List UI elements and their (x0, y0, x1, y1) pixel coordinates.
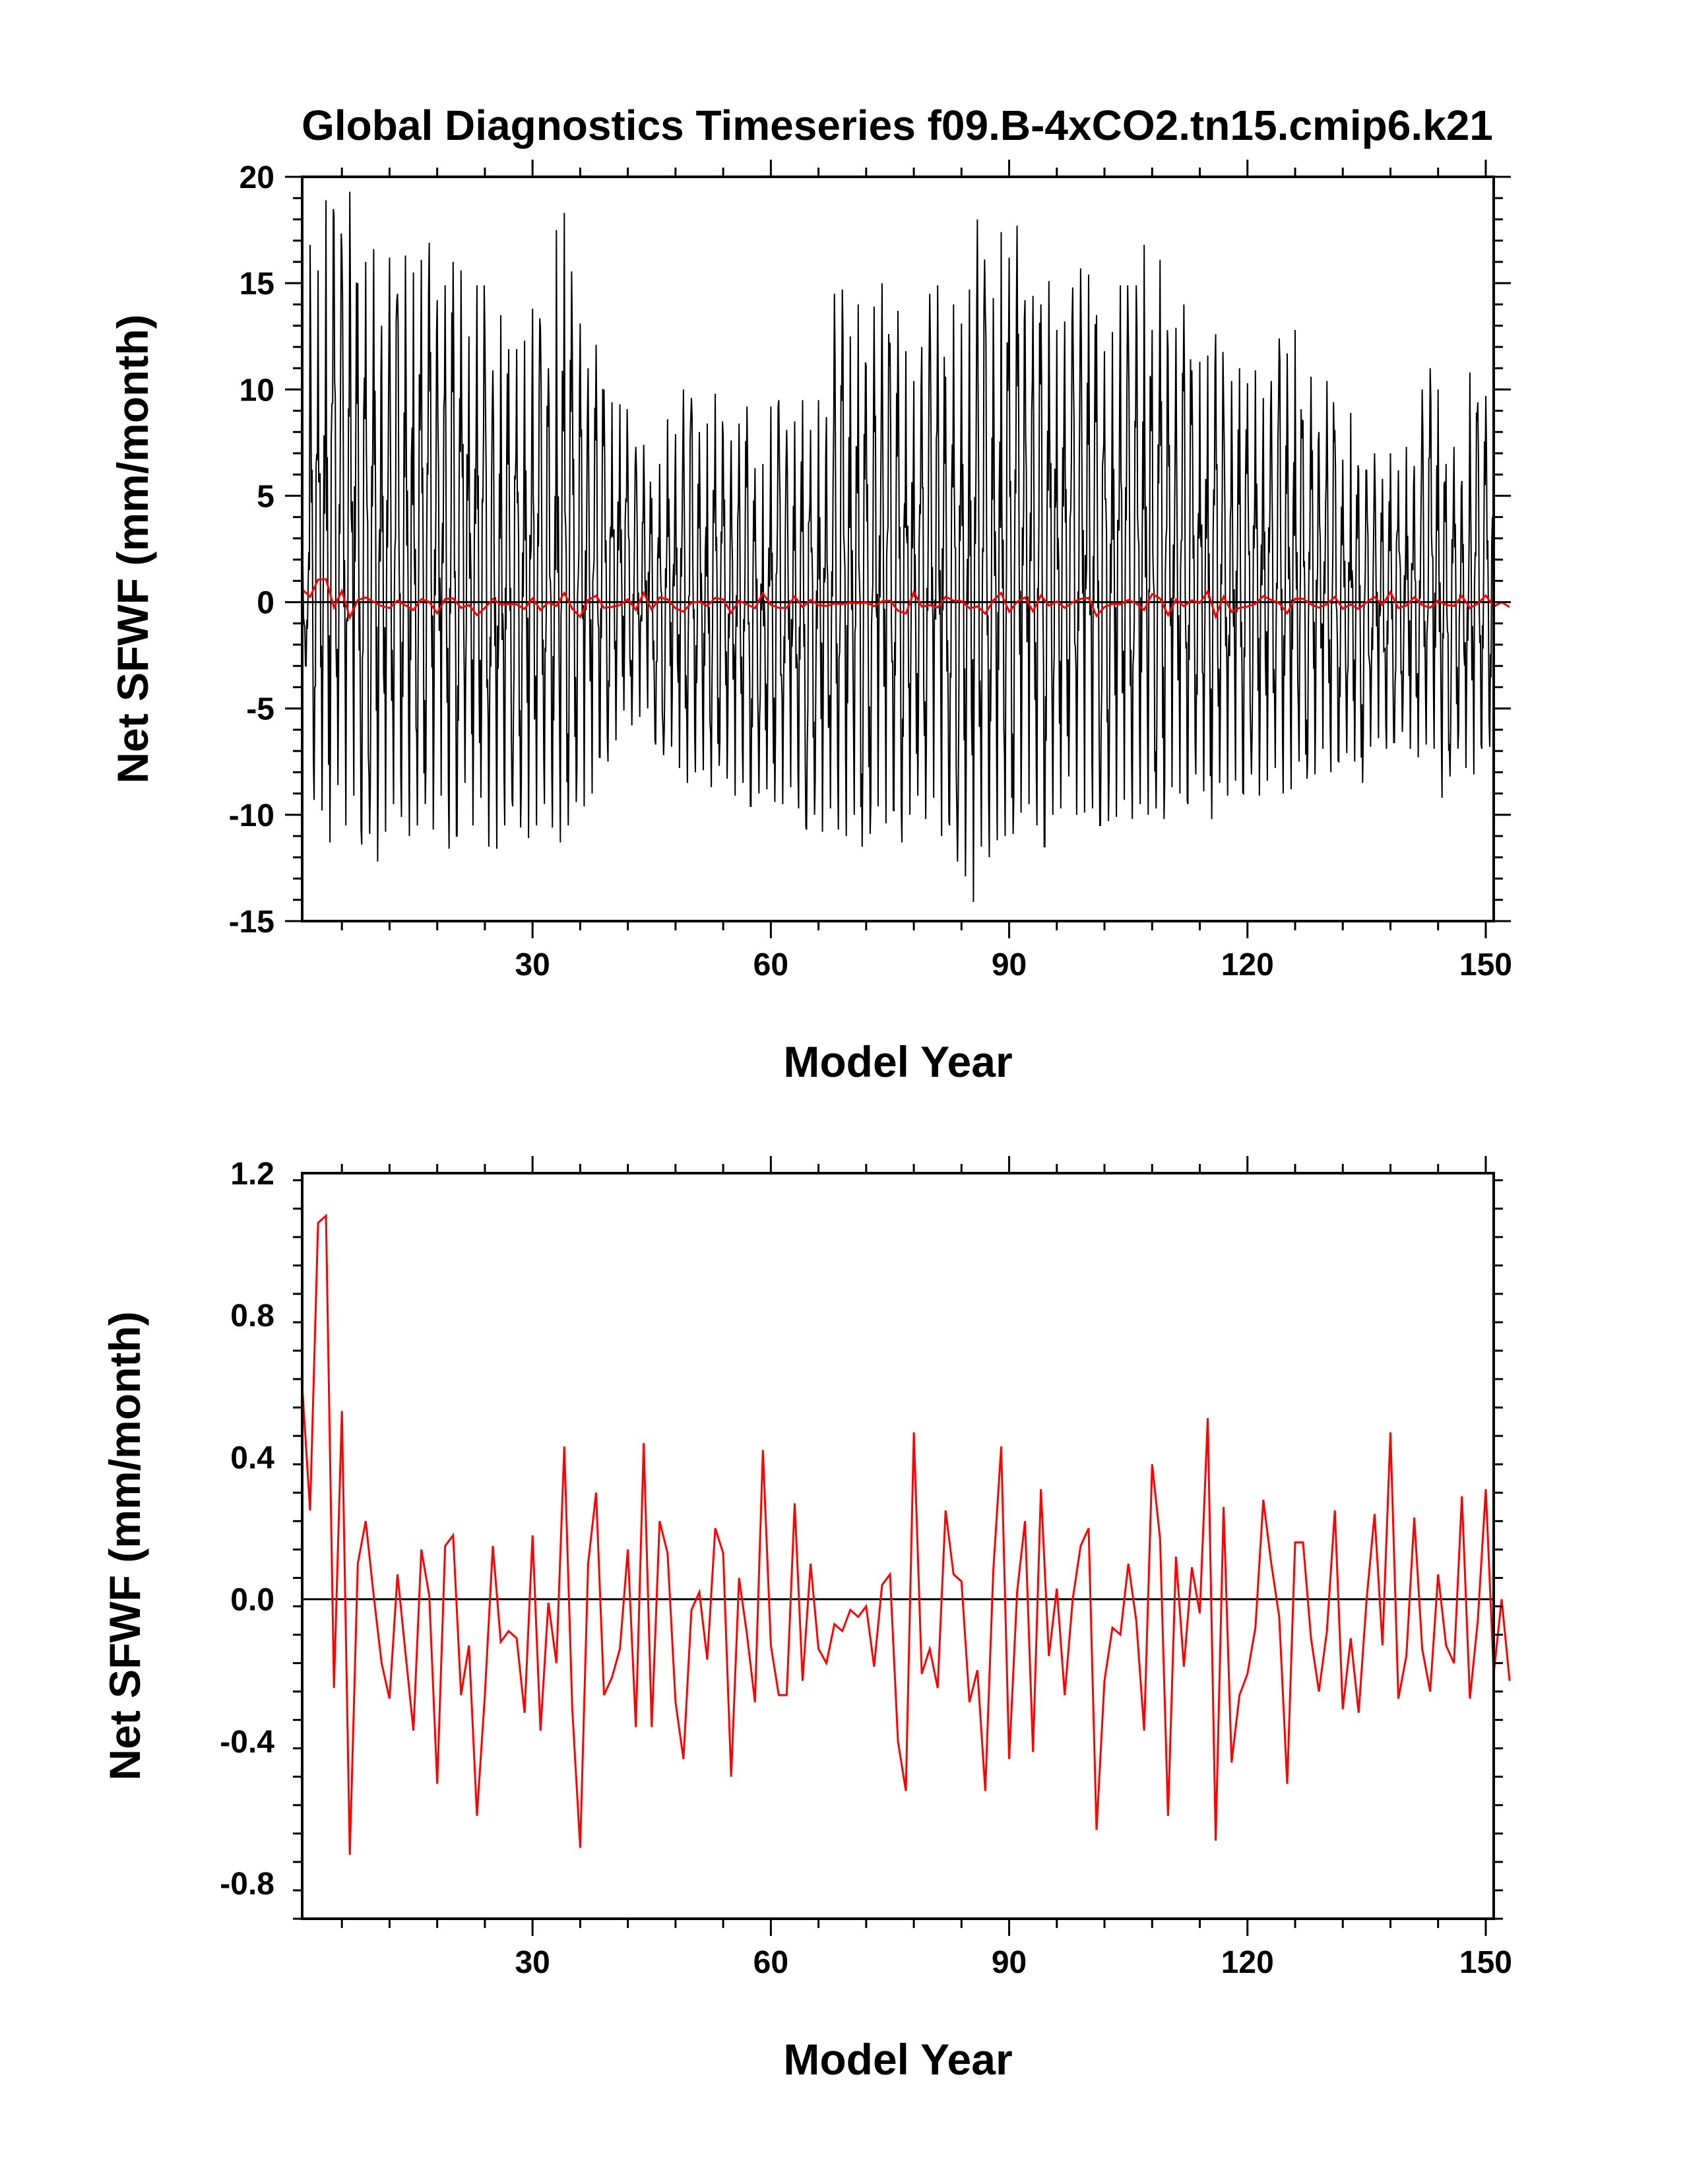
top-y-tick-label: 20 (239, 160, 274, 195)
bottom-x-tick-label: 150 (1459, 1945, 1512, 1980)
bottom-plot-frame (301, 1172, 1495, 1920)
top-x-tick-label: 90 (992, 947, 1027, 982)
bottom-x-axis-label: Model Year (783, 2035, 1012, 2084)
bottom-annual-mean-series (301, 1213, 1511, 1855)
top-y-tick-label: 5 (257, 479, 274, 514)
top-y-tick-label: 15 (239, 267, 274, 302)
top-y-tick-label: 10 (239, 373, 274, 408)
bottom-y-tick-label: -0.8 (220, 1867, 274, 1902)
top-axis-ticks: -15 -10 -5 0 5 10 15 20 30 60 90 120 150 (229, 160, 1512, 982)
bottom-y-tick-label: -0.4 (220, 1725, 274, 1760)
top-annual-mean-series (301, 578, 1510, 621)
top-y-tick-label: -10 (229, 798, 274, 833)
bottom-axis-ticks: -0.8 -0.4 0.0 0.4 0.8 1.2 30 60 90 120 150 (220, 1156, 1512, 1980)
bottom-y-tick-label: 0.8 (230, 1299, 274, 1333)
bottom-annual-mean-line (301, 1213, 1511, 1855)
bottom-y-axis-label: Net SFWF (mm/month) (100, 1311, 149, 1780)
bottom-y-tick-label: 0.0 (230, 1583, 274, 1618)
bottom-x-tick-label: 90 (992, 1945, 1027, 1980)
top-y-axis-label: Net SFWF (mm/month) (108, 314, 157, 783)
bottom-y-tick-label: 1.2 (230, 1157, 274, 1192)
top-x-tick-label: 150 (1459, 947, 1512, 982)
top-y-tick-label: 0 (257, 586, 274, 621)
top-monthly-series (302, 191, 1494, 903)
top-x-axis-label: Model Year (783, 1037, 1012, 1086)
top-annual-mean-line (301, 578, 1510, 621)
bottom-x-tick-label: 60 (753, 1945, 788, 1980)
bottom-panel: -0.8 -0.4 0.0 0.4 0.8 1.2 30 60 90 120 150 Model Y… (100, 1156, 1512, 2084)
top-x-tick-label: 30 (515, 947, 550, 982)
top-monthly-line (302, 191, 1494, 903)
top-y-tick-label: -5 (246, 692, 274, 727)
top-x-tick-label: 120 (1221, 947, 1274, 982)
bottom-x-tick-label: 30 (515, 1945, 550, 1980)
figure-title: Global Diagnostics Timeseries f09.B-4xCO… (302, 102, 1493, 149)
bottom-x-tick-label: 120 (1221, 1945, 1274, 1980)
top-y-tick-label: -15 (229, 905, 274, 940)
top-plot-frame (301, 176, 1495, 922)
bottom-y-tick-label: 0.4 (230, 1440, 274, 1475)
top-x-tick-label: 60 (753, 947, 788, 982)
